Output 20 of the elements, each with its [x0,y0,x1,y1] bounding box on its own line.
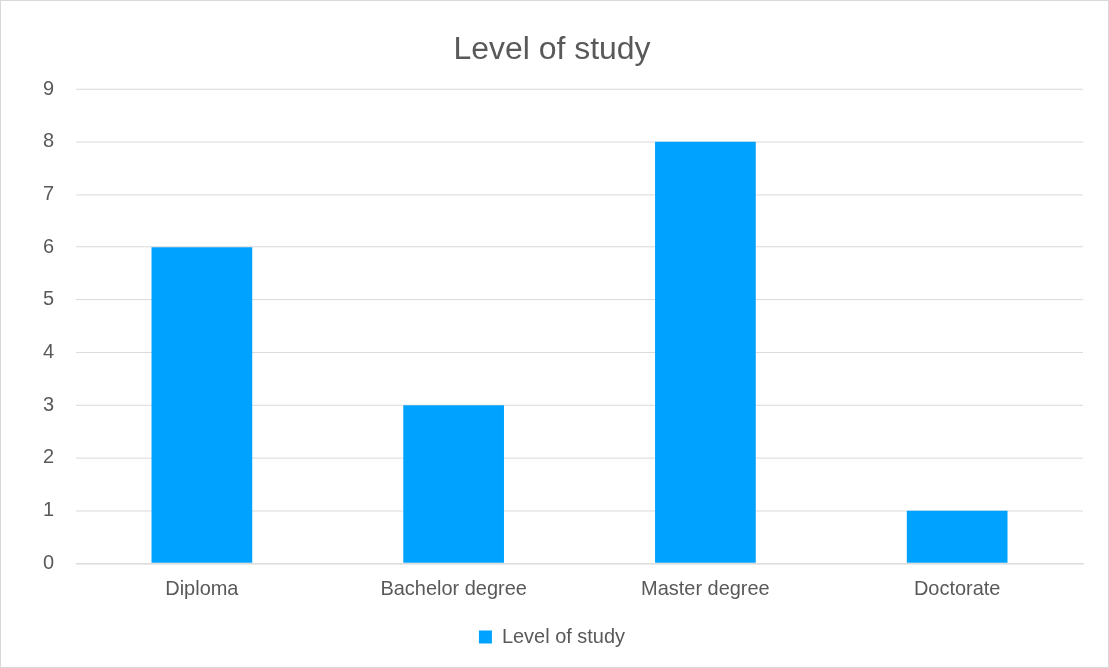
bar [655,141,756,563]
y-tick-label: 5 [42,287,55,310]
y-tick-label: 7 [42,182,55,204]
bar [151,247,253,563]
y-tick-label: 9 [42,76,55,99]
y-tick-label: 8 [42,129,55,152]
y-tick-label: 1 [42,498,55,521]
x-tick-label: Doctorate [913,576,1001,599]
legend-label: Level of study [501,624,626,647]
bar [403,405,504,563]
x-tick-label: Bachelor degree [380,576,527,599]
x-tick-label: Diploma [165,576,240,599]
y-tick-label: 4 [42,340,55,363]
y-tick-label: 6 [42,234,55,257]
x-tick-label: Master degree [641,576,770,599]
y-tick-label: 0 [42,550,55,573]
y-tick-label: 3 [42,392,55,415]
chart-title: Level of study [453,29,651,66]
y-tick-label: 2 [42,445,55,468]
bar [906,510,1008,563]
